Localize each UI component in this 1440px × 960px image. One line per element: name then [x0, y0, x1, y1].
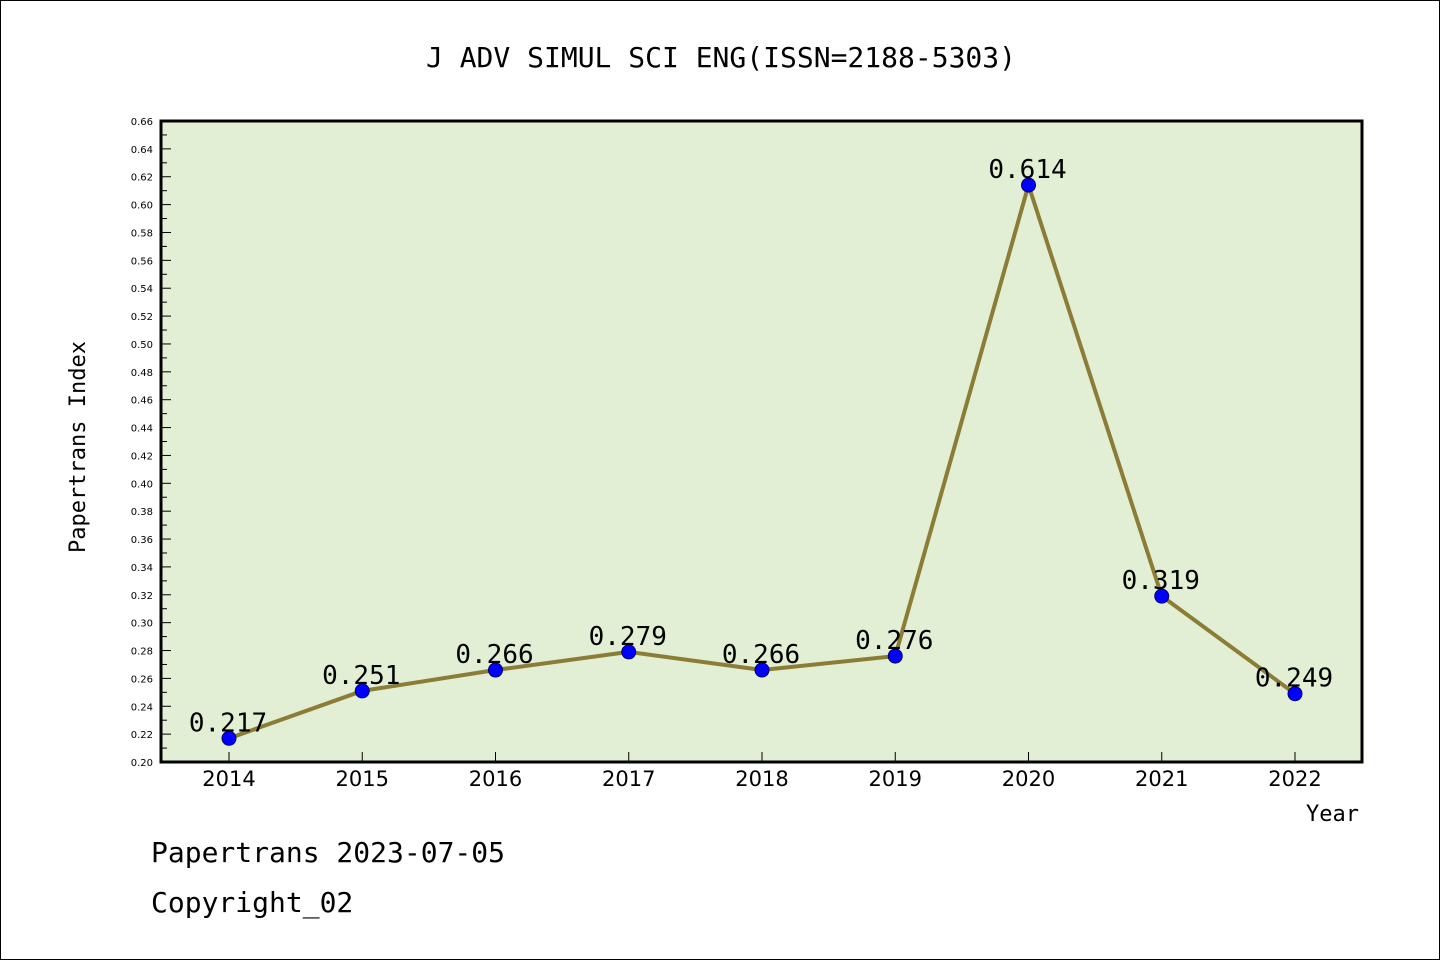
- y-tick-label: 0.42: [131, 451, 153, 462]
- data-label: 0.276: [855, 626, 933, 656]
- y-tick-label: 0.58: [131, 228, 153, 239]
- y-tick-label: 0.64: [131, 145, 153, 156]
- data-point: [887, 648, 903, 664]
- data-label: 0.217: [189, 708, 267, 738]
- data-point: [754, 662, 770, 678]
- x-tick-label: 2019: [869, 767, 922, 791]
- x-tick-label: 2018: [735, 767, 788, 791]
- x-tick-label: 2021: [1135, 767, 1188, 791]
- y-tick-label: 0.46: [131, 396, 153, 407]
- data-point: [621, 644, 637, 660]
- data-point: [221, 730, 237, 746]
- y-tick-label: 0.30: [131, 619, 153, 630]
- x-tick-label: 2014: [202, 767, 255, 791]
- y-tick-label: 0.56: [131, 256, 153, 267]
- y-tick-label: 0.32: [131, 591, 153, 602]
- x-tick-label: 2017: [602, 767, 655, 791]
- data-labels: 0.217 0.251 0.266 0.279 0.266 0.276 0.614 0.319…: [189, 155, 1333, 738]
- x-tick-label: 2016: [469, 767, 522, 791]
- data-label: 0.266: [722, 640, 800, 670]
- data-point: [1287, 686, 1303, 702]
- data-label: 0.251: [322, 661, 400, 691]
- y-tick-label: 0.36: [131, 535, 153, 546]
- plot-area: [161, 121, 1362, 762]
- x-axis-label: Year: [1306, 802, 1359, 827]
- data-label: 0.614: [988, 155, 1066, 185]
- y-tick-label: 0.28: [131, 647, 153, 658]
- y-axis-label: Papertrans Index: [66, 341, 91, 553]
- y-tick-label: 0.24: [131, 702, 153, 713]
- x-axis: 2014 2015 2016 2017 2018 2019 2020 2021 2022: [202, 752, 1322, 791]
- chart-title: J ADV SIMUL SCI ENG(ISSN=2188-5303): [426, 41, 1016, 74]
- data-point: [1021, 177, 1036, 193]
- footer-copyright: Copyright_02: [151, 886, 354, 919]
- data-point: [1154, 588, 1170, 604]
- y-tick-label: 0.66: [131, 117, 153, 128]
- x-tick-label: 2022: [1268, 767, 1321, 791]
- data-point: [354, 683, 370, 699]
- data-label: 0.249: [1255, 664, 1333, 694]
- y-tick-label: 0.52: [131, 312, 153, 323]
- y-tick-label: 0.34: [131, 563, 153, 574]
- y-tick-label: 0.62: [131, 173, 153, 184]
- y-tick-label: 0.50: [131, 340, 153, 351]
- y-axis-minor-ticks: [161, 120, 171, 763]
- y-tick-label: 0.38: [131, 507, 153, 518]
- y-tick-label: 0.60: [131, 201, 153, 212]
- data-point: [488, 662, 503, 678]
- y-axis: 0.20 0.22 0.24 0.26 0.28 0.30 0.32 0.34 0.36 0.38…: [131, 117, 153, 769]
- x-tick-label: 2020: [1002, 767, 1055, 791]
- y-tick-label: 0.40: [131, 479, 153, 490]
- data-label: 0.279: [589, 622, 667, 652]
- data-label: 0.266: [455, 640, 533, 670]
- y-tick-label: 0.22: [131, 730, 153, 741]
- y-tick-label: 0.26: [131, 674, 153, 685]
- y-tick-label: 0.20: [131, 758, 153, 769]
- footer-date: Papertrans 2023-07-05: [151, 836, 506, 869]
- plot-border: [159, 119, 1364, 764]
- y-tick-label: 0.44: [131, 424, 153, 435]
- y-tick-label: 0.48: [131, 368, 153, 379]
- y-tick-label: 0.54: [131, 284, 153, 295]
- data-label: 0.319: [1122, 566, 1200, 596]
- data-markers: [221, 177, 1303, 746]
- x-tick-label: 2015: [336, 767, 389, 791]
